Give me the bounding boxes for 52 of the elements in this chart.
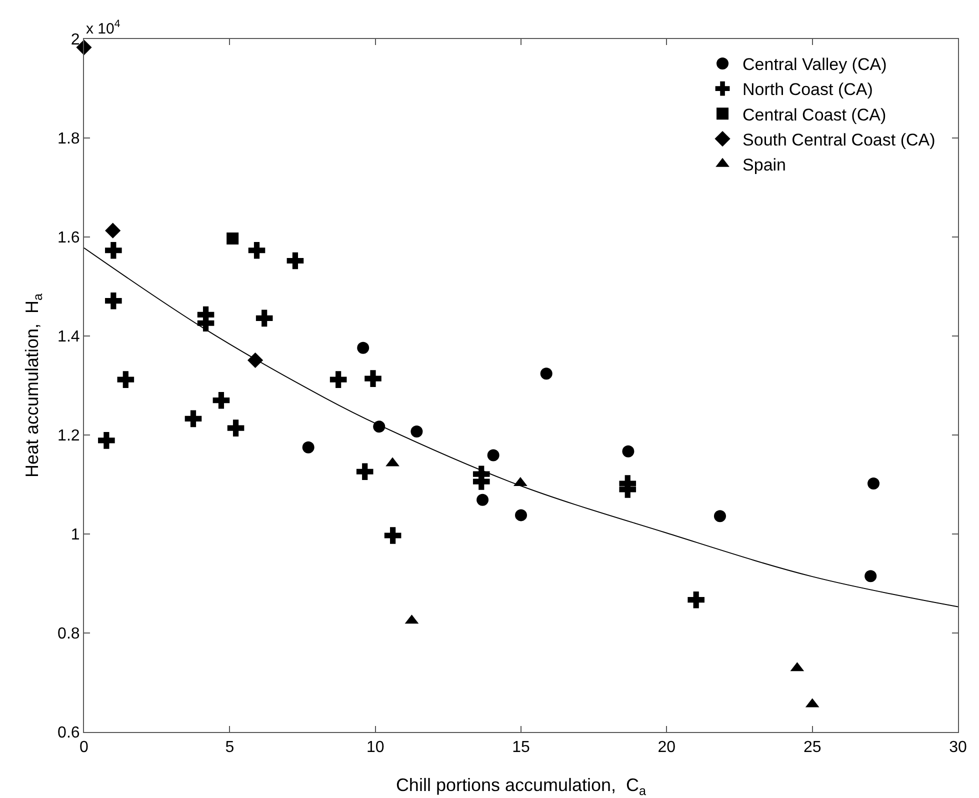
y-tick-label: 0.6 [58, 724, 80, 742]
point [226, 232, 239, 244]
point [364, 370, 382, 387]
legend-label: Spain [742, 156, 786, 175]
legend-label: North Coast (CA) [742, 80, 873, 100]
point [868, 478, 880, 490]
x-tick-label: 15 [512, 739, 530, 756]
y-tick-label: 1.8 [58, 130, 80, 148]
point [286, 252, 304, 270]
point [864, 570, 877, 582]
y-tick-label: 2 [70, 32, 80, 49]
point [98, 432, 115, 449]
point [487, 449, 500, 462]
point [357, 342, 370, 354]
point [476, 494, 489, 506]
x-tick-label: 0 [80, 739, 89, 756]
line-series [84, 247, 958, 608]
point [688, 591, 704, 608]
point [330, 371, 347, 388]
text: x 10$^{4}$ [86, 18, 120, 38]
legend-label: Central Coast (CA) [742, 105, 886, 124]
point [184, 410, 202, 428]
y-tick-label: 1 [70, 526, 80, 544]
y-tick-label: 1.4 [58, 328, 80, 346]
point [356, 463, 374, 480]
y-tick-label: 1.2 [58, 428, 80, 445]
point [410, 426, 423, 438]
x-axis-title: Chill portions accumulation, C$_{a}$ [396, 775, 646, 798]
point [227, 420, 244, 436]
y-tick-label: 0.8 [58, 626, 80, 643]
point [622, 445, 634, 458]
y-tick-label: 1.6 [58, 230, 80, 247]
point [540, 368, 552, 380]
point [248, 242, 266, 259]
point [212, 392, 230, 409]
point [714, 510, 726, 522]
point [256, 310, 273, 327]
x-tick-label: 10 [366, 739, 384, 756]
point [302, 441, 314, 454]
x-tick-label: 30 [949, 739, 967, 756]
point [105, 222, 121, 238]
point [515, 509, 527, 522]
legend-label: Central Valley (CA) [742, 55, 887, 74]
x-tick-label: 5 [225, 739, 234, 756]
x-tick-label: 20 [658, 739, 676, 756]
point [384, 527, 402, 544]
legend-label: South Central Coast (CA) [742, 130, 936, 150]
point [105, 292, 122, 310]
point [248, 352, 264, 368]
point [117, 371, 134, 388]
point [105, 242, 122, 259]
x-tick-label: 25 [803, 739, 822, 756]
